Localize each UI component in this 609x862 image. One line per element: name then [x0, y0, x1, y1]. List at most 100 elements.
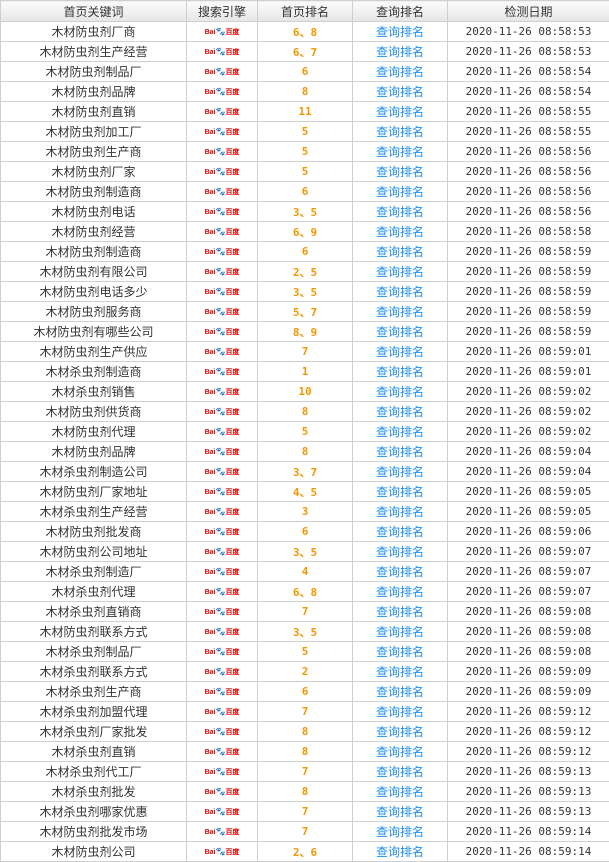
- query-rank-link[interactable]: 查询排名: [376, 685, 424, 699]
- rank-cell: 6: [258, 522, 353, 542]
- keyword-cell: 木材杀虫剂代理: [1, 582, 187, 602]
- keyword-cell: 木材防虫剂公司: [1, 842, 187, 862]
- query-rank-link[interactable]: 查询排名: [376, 725, 424, 739]
- query-rank-link[interactable]: 查询排名: [376, 125, 424, 139]
- rank-cell: 7: [258, 342, 353, 362]
- query-rank-link[interactable]: 查询排名: [376, 405, 424, 419]
- query-rank-link[interactable]: 查询排名: [376, 425, 424, 439]
- query-rank-link[interactable]: 查询排名: [376, 305, 424, 319]
- query-rank-link[interactable]: 查询排名: [376, 105, 424, 119]
- engine-cell: Bai🐾百度: [187, 542, 258, 562]
- query-rank-link[interactable]: 查询排名: [376, 85, 424, 99]
- query-cell: 查询排名: [353, 502, 448, 522]
- query-rank-link[interactable]: 查询排名: [376, 805, 424, 819]
- query-rank-link[interactable]: 查询排名: [376, 465, 424, 479]
- query-rank-link[interactable]: 查询排名: [376, 585, 424, 599]
- baidu-logo-icon: Bai🐾百度: [205, 847, 240, 857]
- query-cell: 查询排名: [353, 242, 448, 262]
- date-cell: 2020-11-26 08:59:06: [448, 522, 609, 542]
- query-rank-link[interactable]: 查询排名: [376, 25, 424, 39]
- date-cell: 2020-11-26 08:59:09: [448, 662, 609, 682]
- query-rank-link[interactable]: 查询排名: [376, 385, 424, 399]
- date-cell: 2020-11-26 08:59:08: [448, 602, 609, 622]
- rank-cell: 7: [258, 702, 353, 722]
- query-rank-link[interactable]: 查询排名: [376, 445, 424, 459]
- query-rank-link[interactable]: 查询排名: [376, 145, 424, 159]
- engine-cell: Bai🐾百度: [187, 662, 258, 682]
- query-rank-link[interactable]: 查询排名: [376, 325, 424, 339]
- query-cell: 查询排名: [353, 342, 448, 362]
- query-rank-link[interactable]: 查询排名: [376, 265, 424, 279]
- keyword-cell: 木材杀虫剂制品厂: [1, 642, 187, 662]
- baidu-logo-icon: Bai🐾百度: [205, 647, 240, 657]
- keyword-cell: 木材杀虫剂生产经营: [1, 502, 187, 522]
- query-rank-link[interactable]: 查询排名: [376, 525, 424, 539]
- keyword-cell: 木材防虫剂厂家: [1, 162, 187, 182]
- date-cell: 2020-11-26 08:58:58: [448, 222, 609, 242]
- keyword-cell: 木材防虫剂有哪些公司: [1, 322, 187, 342]
- query-rank-link[interactable]: 查询排名: [376, 565, 424, 579]
- query-rank-link[interactable]: 查询排名: [376, 845, 424, 859]
- rank-cell: 10: [258, 382, 353, 402]
- query-rank-link[interactable]: 查询排名: [376, 625, 424, 639]
- baidu-logo-icon: Bai🐾百度: [205, 407, 240, 417]
- query-rank-link[interactable]: 查询排名: [376, 65, 424, 79]
- query-rank-link[interactable]: 查询排名: [376, 705, 424, 719]
- query-rank-link[interactable]: 查询排名: [376, 205, 424, 219]
- query-cell: 查询排名: [353, 42, 448, 62]
- query-cell: 查询排名: [353, 22, 448, 42]
- query-rank-link[interactable]: 查询排名: [376, 545, 424, 559]
- engine-cell: Bai🐾百度: [187, 522, 258, 542]
- query-cell: 查询排名: [353, 362, 448, 382]
- query-rank-link[interactable]: 查询排名: [376, 165, 424, 179]
- query-rank-link[interactable]: 查询排名: [376, 825, 424, 839]
- header-query: 查询排名: [353, 1, 448, 22]
- query-rank-link[interactable]: 查询排名: [376, 745, 424, 759]
- baidu-logo-icon: Bai🐾百度: [205, 767, 240, 777]
- query-rank-link[interactable]: 查询排名: [376, 365, 424, 379]
- date-cell: 2020-11-26 08:58:59: [448, 262, 609, 282]
- engine-cell: Bai🐾百度: [187, 42, 258, 62]
- engine-cell: Bai🐾百度: [187, 62, 258, 82]
- query-rank-link[interactable]: 查询排名: [376, 785, 424, 799]
- query-rank-link[interactable]: 查询排名: [376, 665, 424, 679]
- query-rank-link[interactable]: 查询排名: [376, 245, 424, 259]
- date-cell: 2020-11-26 08:58:59: [448, 282, 609, 302]
- query-rank-link[interactable]: 查询排名: [376, 45, 424, 59]
- date-cell: 2020-11-26 08:59:05: [448, 482, 609, 502]
- keyword-cell: 木材防虫剂电话: [1, 202, 187, 222]
- keyword-cell: 木材杀虫剂制造公司: [1, 462, 187, 482]
- engine-cell: Bai🐾百度: [187, 102, 258, 122]
- query-rank-link[interactable]: 查询排名: [376, 345, 424, 359]
- baidu-logo-icon: Bai🐾百度: [205, 587, 240, 597]
- baidu-logo-icon: Bai🐾百度: [205, 427, 240, 437]
- query-rank-link[interactable]: 查询排名: [376, 645, 424, 659]
- query-rank-link[interactable]: 查询排名: [376, 765, 424, 779]
- engine-cell: Bai🐾百度: [187, 162, 258, 182]
- baidu-logo-icon: Bai🐾百度: [205, 247, 240, 257]
- baidu-logo-icon: Bai🐾百度: [205, 747, 240, 757]
- engine-cell: Bai🐾百度: [187, 702, 258, 722]
- date-cell: 2020-11-26 08:59:04: [448, 442, 609, 462]
- query-rank-link[interactable]: 查询排名: [376, 185, 424, 199]
- query-rank-link[interactable]: 查询排名: [376, 485, 424, 499]
- rank-cell: 6: [258, 682, 353, 702]
- query-rank-link[interactable]: 查询排名: [376, 285, 424, 299]
- query-rank-link[interactable]: 查询排名: [376, 505, 424, 519]
- keyword-cell: 木材杀虫剂哪家优惠: [1, 802, 187, 822]
- query-rank-link[interactable]: 查询排名: [376, 225, 424, 239]
- query-cell: 查询排名: [353, 462, 448, 482]
- rank-cell: 3、5: [258, 202, 353, 222]
- baidu-logo-icon: Bai🐾百度: [205, 47, 240, 57]
- engine-cell: Bai🐾百度: [187, 822, 258, 842]
- engine-cell: Bai🐾百度: [187, 462, 258, 482]
- query-rank-link[interactable]: 查询排名: [376, 605, 424, 619]
- query-cell: 查询排名: [353, 422, 448, 442]
- engine-cell: Bai🐾百度: [187, 502, 258, 522]
